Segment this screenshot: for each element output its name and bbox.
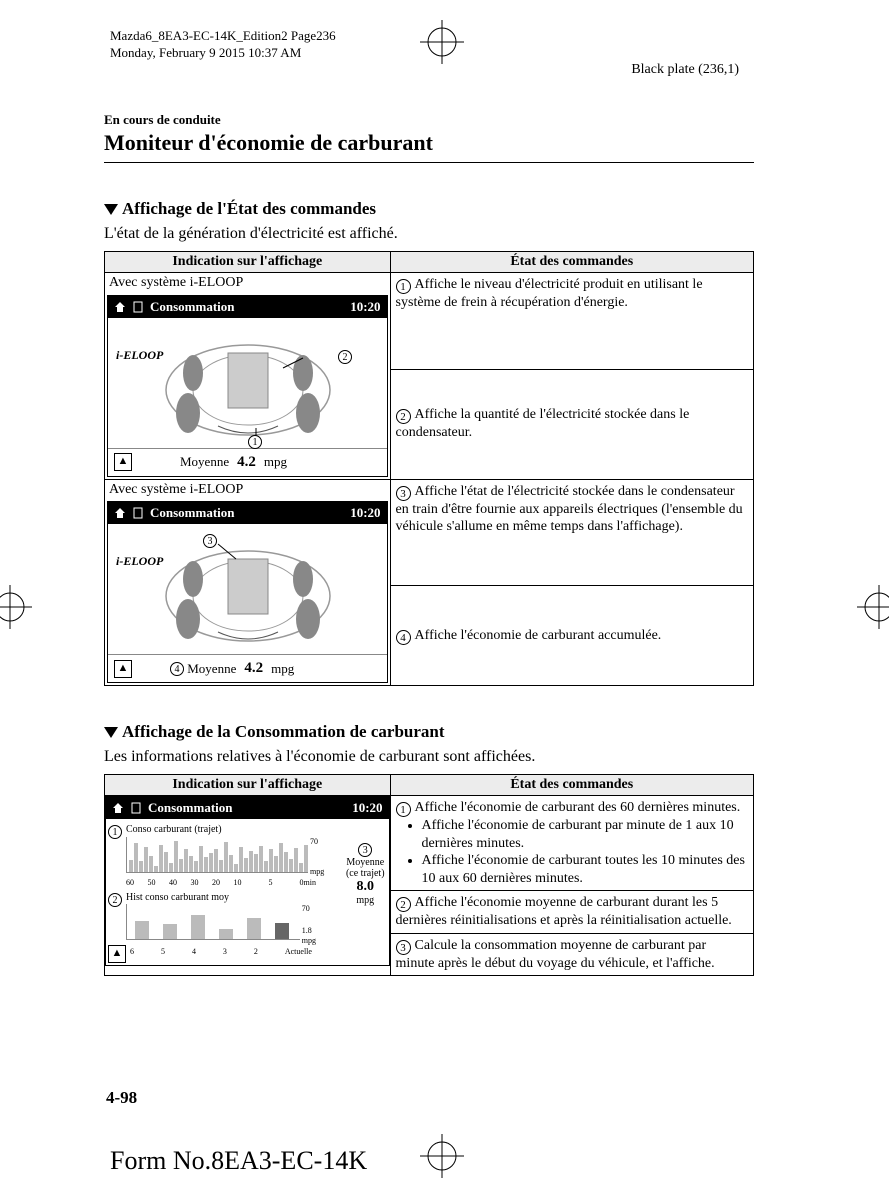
- cropmark-top: [420, 20, 464, 64]
- section1-intro: L'état de la génération d'électricité es…: [104, 225, 754, 243]
- callout-1: 1: [108, 825, 122, 839]
- chart1-title: Conso carburant (trajet): [126, 824, 316, 837]
- up-arrow-icon: ▲: [108, 945, 126, 963]
- ieloop-label: i-ELOOP: [116, 348, 163, 363]
- callout-4: 4: [170, 662, 184, 676]
- cropmark-bottom: [420, 1134, 464, 1178]
- chart1-bars: [126, 837, 308, 873]
- footer-moyenne: Moyenne: [180, 454, 229, 470]
- callout-1: 1: [248, 435, 262, 449]
- s2-state-1-b2: Affiche l'économie de carburant toutes l…: [422, 852, 748, 887]
- moyenne-box: 3 Moyenne (ce trajet) 8.0 mpg: [346, 843, 385, 905]
- callout-3: 3: [358, 843, 372, 857]
- s2-th1: Indication sur l'affichage: [105, 775, 391, 796]
- s2-state-1: 1Affiche l'économie de carburant des 60 …: [390, 796, 753, 891]
- footer-moyenne: Moyenne: [187, 661, 236, 676]
- footer-value: 4.2: [244, 659, 263, 678]
- section2-heading: Affichage de la Consommation de carburan…: [104, 722, 754, 742]
- section1-table: Indication sur l'affichage État des comm…: [104, 251, 754, 686]
- cropmark-right: [857, 585, 889, 629]
- callout-3: 3: [203, 534, 217, 548]
- s2-state-3: 3Calcule la consommation moyenne de carb…: [390, 933, 753, 976]
- home-icon: [114, 507, 126, 519]
- footer-unit: mpg: [264, 454, 287, 470]
- car-top-diagram: [158, 318, 338, 448]
- callout-2: 2: [338, 350, 352, 364]
- consumption-screen: Consommation 10:20 1 Conso carburant (tr…: [105, 796, 390, 966]
- screen-title: Consommation: [150, 299, 235, 315]
- ieloop-label: i-ELOOP: [116, 554, 163, 569]
- s1-th1: Indication sur l'affichage: [105, 252, 391, 273]
- state-3: 3Affiche l'état de l'électricité stockée…: [390, 479, 753, 586]
- footer-unit: mpg: [271, 661, 294, 677]
- car-top-diagram: [158, 524, 338, 654]
- chart2-title: Hist conso carburant moy: [126, 892, 316, 905]
- form-number: Form No.8EA3-EC-14K: [110, 1146, 367, 1176]
- callout-2: 2: [108, 893, 122, 907]
- triangle-icon: [104, 204, 118, 215]
- running-header: En cours de conduite: [104, 112, 754, 128]
- doc-icon: [130, 802, 142, 814]
- state-2: 2Affiche la quantité de l'électricité st…: [390, 369, 753, 479]
- section2-intro: Les informations relatives à l'économie …: [104, 748, 754, 766]
- s2-th2: État des commandes: [390, 775, 753, 796]
- doc-icon: [132, 507, 144, 519]
- chart2-xaxis: 65432Actuelle: [126, 947, 316, 957]
- triangle-icon: [104, 727, 118, 738]
- s1-row2-title: Avec système i-ELOOP: [105, 480, 390, 500]
- ieloop-screen-2: Consommation 10:20 i-ELOOP: [107, 501, 388, 683]
- page-title: Moniteur d'économie de carburant: [104, 130, 754, 156]
- screen-time: 10:20: [350, 299, 380, 315]
- section2-table: Indication sur l'affichage État des comm…: [104, 774, 754, 976]
- cropmark-left: [0, 585, 32, 629]
- s1-th2: État des commandes: [390, 252, 753, 273]
- chart1-xaxis: 60504030201050min: [126, 878, 316, 888]
- screen-time: 10:20: [350, 505, 380, 521]
- up-arrow-icon: ▲: [114, 660, 132, 678]
- screen-title: Consommation: [150, 505, 235, 521]
- screen-title: Consommation: [148, 800, 233, 816]
- up-arrow-icon: ▲: [114, 453, 132, 471]
- page-number: 4-98: [106, 1088, 137, 1108]
- title-rule: [104, 162, 754, 163]
- home-icon: [112, 802, 124, 814]
- section1-heading: Affichage de l'État des commandes: [104, 199, 754, 219]
- s1-row1-title: Avec système i-ELOOP: [105, 273, 390, 293]
- screen-time: 10:20: [352, 800, 382, 816]
- s2-state-2: 2Affiche l'économie moyenne de carburant…: [390, 891, 753, 934]
- home-icon: [114, 301, 126, 313]
- chart2-bars: [126, 904, 300, 940]
- footer-value: 4.2: [237, 453, 256, 472]
- s2-state-1-b1: Affiche l'économie de carburant par minu…: [422, 817, 748, 852]
- file-line2: Monday, February 9 2015 10:37 AM: [110, 45, 336, 62]
- doc-icon: [132, 301, 144, 313]
- state-4: 4Affiche l'économie de carburant accumul…: [390, 586, 753, 686]
- state-1: 1Affiche le niveau d'électricité produit…: [390, 273, 753, 370]
- ieloop-screen-1: Consommation 10:20 i-ELOOP: [107, 295, 388, 477]
- plate-label: Black plate (236,1): [631, 62, 739, 78]
- file-meta: Mazda6_8EA3-EC-14K_Edition2 Page236 Mond…: [110, 28, 336, 62]
- file-line1: Mazda6_8EA3-EC-14K_Edition2 Page236: [110, 28, 336, 45]
